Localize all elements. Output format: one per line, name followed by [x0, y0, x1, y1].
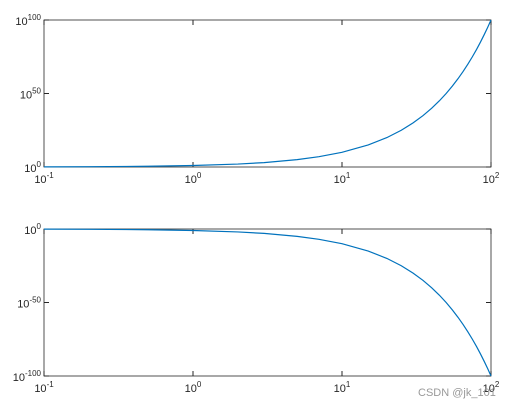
x-tick-label: 102	[483, 171, 500, 186]
watermark: CSDN @jk_101	[418, 387, 496, 399]
y-tick-label: 10100	[15, 13, 41, 28]
y-tick-label: 100	[24, 160, 41, 175]
x-tick-label: 10-1	[34, 380, 54, 395]
axes-box	[43, 19, 492, 168]
x-tick-label: 101	[334, 380, 351, 395]
data-line	[43, 19, 492, 168]
x-tick-label: 10-1	[34, 171, 54, 186]
y-tick-label: 100	[24, 222, 41, 237]
y-tick-label: 1050	[20, 87, 42, 102]
x-tick-label: 100	[185, 171, 202, 186]
x-tick-label: 102	[483, 380, 500, 395]
x-tick-label: 100	[185, 380, 202, 395]
y-tick-label: 10-50	[17, 296, 41, 311]
y-tick-label: 10-100	[13, 369, 42, 384]
axes-box	[43, 228, 492, 377]
data-line	[43, 228, 492, 377]
x-tick-label: 101	[334, 171, 351, 186]
